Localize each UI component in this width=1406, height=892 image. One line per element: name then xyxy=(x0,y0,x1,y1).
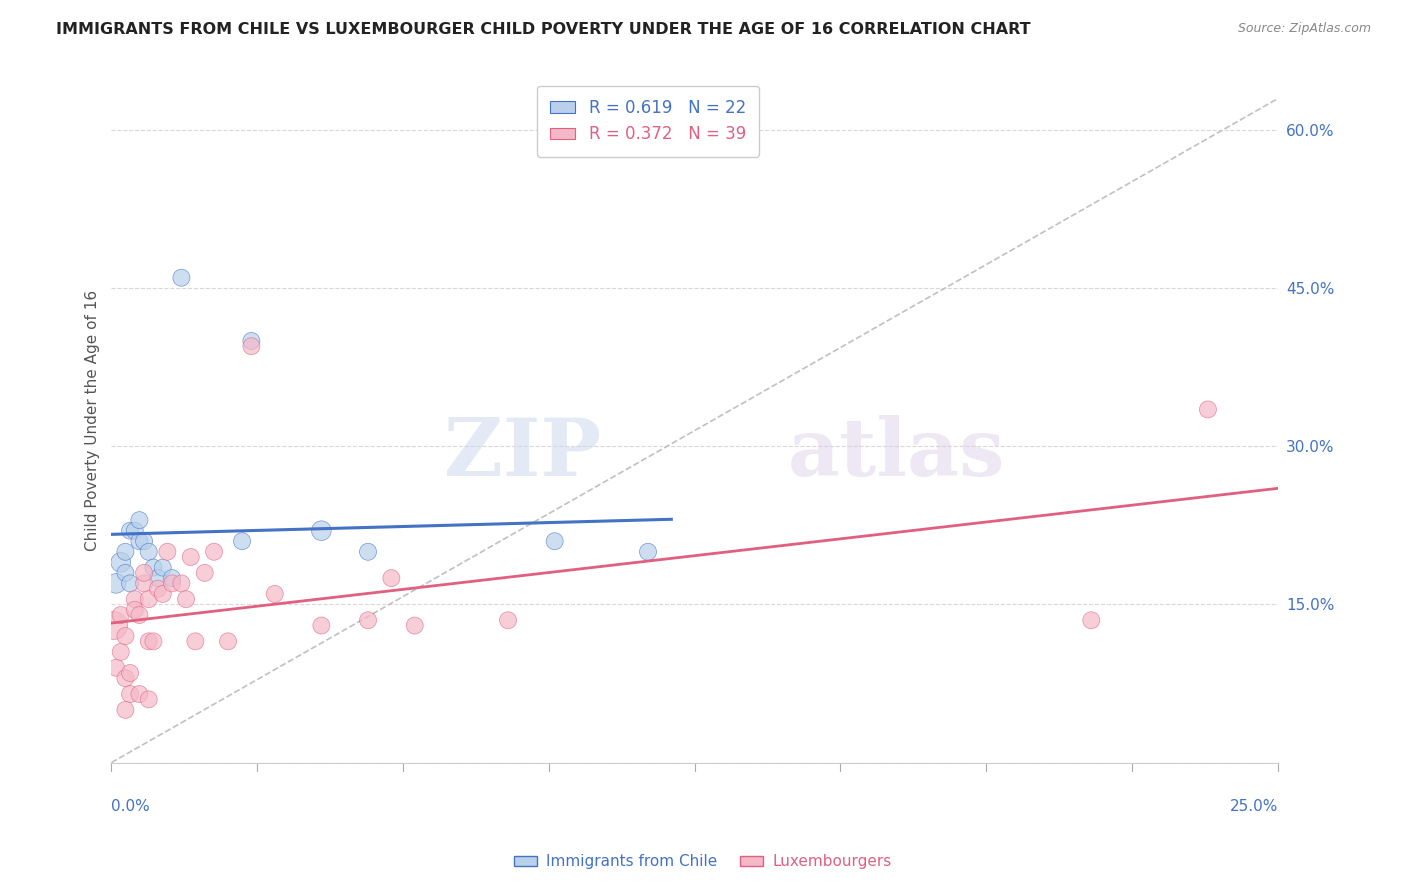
Text: 25.0%: 25.0% xyxy=(1230,799,1278,814)
Point xyxy=(138,592,160,607)
Legend: R = 0.619   N = 22, R = 0.372   N = 39: R = 0.619 N = 22, R = 0.372 N = 39 xyxy=(537,86,759,157)
Point xyxy=(103,618,125,632)
Point xyxy=(311,524,333,538)
Point xyxy=(120,524,142,538)
Point xyxy=(132,566,155,580)
Point xyxy=(311,618,333,632)
Point xyxy=(357,545,380,559)
Point xyxy=(160,576,183,591)
Point xyxy=(114,671,136,685)
Point xyxy=(110,645,132,659)
Point xyxy=(142,634,165,648)
Point xyxy=(160,571,183,585)
Point xyxy=(637,545,659,559)
Point xyxy=(180,549,202,564)
Point xyxy=(124,524,146,538)
Point xyxy=(138,634,160,648)
Text: IMMIGRANTS FROM CHILE VS LUXEMBOURGER CHILD POVERTY UNDER THE AGE OF 16 CORRELAT: IMMIGRANTS FROM CHILE VS LUXEMBOURGER CH… xyxy=(56,22,1031,37)
Point xyxy=(170,270,193,285)
Point xyxy=(202,545,225,559)
Point xyxy=(231,534,253,549)
Legend: Immigrants from Chile, Luxembourgers: Immigrants from Chile, Luxembourgers xyxy=(508,848,898,875)
Point xyxy=(496,613,519,627)
Point xyxy=(124,603,146,617)
Point xyxy=(263,587,285,601)
Point xyxy=(128,513,150,527)
Point xyxy=(128,607,150,622)
Point xyxy=(156,545,179,559)
Text: ZIP: ZIP xyxy=(444,416,602,493)
Text: Source: ZipAtlas.com: Source: ZipAtlas.com xyxy=(1237,22,1371,36)
Point xyxy=(217,634,239,648)
Point xyxy=(114,629,136,643)
Point xyxy=(138,692,160,706)
Point xyxy=(128,534,150,549)
Point xyxy=(184,634,207,648)
Point xyxy=(128,687,150,701)
Point xyxy=(120,576,142,591)
Point xyxy=(170,576,193,591)
Point xyxy=(404,618,426,632)
Point xyxy=(114,545,136,559)
Point xyxy=(142,560,165,574)
Y-axis label: Child Poverty Under the Age of 16: Child Poverty Under the Age of 16 xyxy=(86,289,100,550)
Point xyxy=(114,703,136,717)
Point xyxy=(240,334,263,348)
Point xyxy=(124,592,146,607)
Point xyxy=(544,534,567,549)
Point xyxy=(110,607,132,622)
Point xyxy=(240,339,263,353)
Point xyxy=(194,566,217,580)
Point xyxy=(152,560,174,574)
Point xyxy=(174,592,197,607)
Point xyxy=(114,566,136,580)
Text: atlas: atlas xyxy=(787,416,1005,493)
Text: 0.0%: 0.0% xyxy=(111,799,150,814)
Point xyxy=(132,534,155,549)
Point xyxy=(132,576,155,591)
Point xyxy=(380,571,402,585)
Point xyxy=(357,613,380,627)
Point xyxy=(152,587,174,601)
Point xyxy=(120,665,142,680)
Point xyxy=(110,555,132,569)
Point xyxy=(138,545,160,559)
Point xyxy=(105,661,128,675)
Point xyxy=(1197,402,1219,417)
Point xyxy=(120,687,142,701)
Point xyxy=(146,582,169,596)
Point xyxy=(1080,613,1102,627)
Point xyxy=(105,576,128,591)
Point xyxy=(146,571,169,585)
